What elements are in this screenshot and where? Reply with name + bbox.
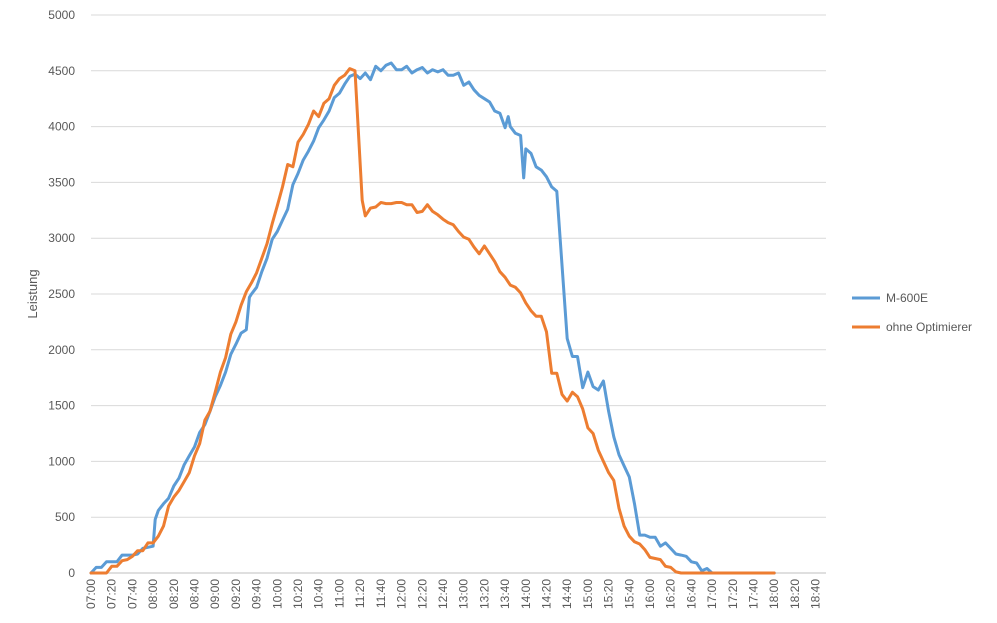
y-tick-label: 3000 — [48, 231, 75, 245]
y-tick-label: 2000 — [48, 343, 75, 357]
x-tick-label: 14:00 — [519, 579, 533, 609]
x-tick-label: 18:40 — [809, 579, 823, 609]
x-tick-label: 09:00 — [208, 579, 222, 609]
y-axis-tick-labels: 0 500 1000 1500 2000 2500 3000 3500 4000 4500 5000 — [48, 8, 75, 580]
x-tick-label: 13:40 — [498, 579, 512, 609]
y-tick-label: 500 — [55, 510, 75, 524]
legend-label: ohne Optimierer — [886, 320, 972, 334]
legend-label: M-600E — [886, 291, 928, 305]
x-tick-label: 07:40 — [125, 579, 139, 609]
x-tick-label: 07:00 — [84, 579, 98, 609]
y-tick-label: 4500 — [48, 64, 75, 78]
x-tick-label: 12:40 — [436, 579, 450, 609]
x-tick-label: 15:00 — [581, 579, 595, 609]
x-tick-label: 11:00 — [332, 579, 346, 608]
y-axis-title: Leistung — [25, 269, 40, 318]
y-tick-label: 1000 — [48, 454, 75, 468]
x-tick-label: 16:00 — [643, 579, 657, 609]
x-tick-label: 10:00 — [270, 579, 284, 609]
x-tick-label: 13:20 — [477, 579, 491, 609]
x-tick-label: 08:40 — [188, 579, 202, 609]
x-tick-label: 17:00 — [705, 579, 719, 609]
series-line-0 — [89, 61, 776, 575]
x-tick-label: 08:20 — [167, 579, 181, 609]
legend: M-600E ohne Optimierer — [852, 291, 972, 334]
x-tick-label: 16:40 — [684, 579, 698, 609]
x-tick-label: 14:20 — [539, 579, 553, 609]
x-tick-label: 11:40 — [374, 579, 388, 608]
x-tick-label: 18:00 — [767, 579, 781, 609]
x-tick-label: 13:00 — [457, 579, 471, 609]
y-tick-label: 4000 — [48, 120, 75, 134]
x-tick-label: 12:00 — [395, 579, 409, 609]
x-tick-label: 08:00 — [146, 579, 160, 609]
series-line-1 — [89, 67, 776, 575]
x-tick-label: 11:20 — [353, 579, 367, 608]
y-tick-label: 0 — [68, 566, 75, 580]
x-tick-label: 17:20 — [726, 579, 740, 609]
series-lines — [89, 61, 776, 575]
y-tick-label: 2500 — [48, 287, 75, 301]
x-tick-label: 15:40 — [622, 579, 636, 609]
y-tick-label: 5000 — [48, 8, 75, 22]
y-tick-label: 1500 — [48, 399, 75, 413]
x-tick-label: 09:20 — [229, 579, 243, 609]
x-axis-tick-labels: 07:00 07:20 07:40 08:00 08:20 08:40 09:00 09:20… — [84, 579, 823, 609]
gridlines — [91, 14, 826, 574]
x-tick-label: 10:40 — [312, 579, 326, 609]
y-tick-label: 3500 — [48, 175, 75, 189]
x-tick-label: 09:40 — [250, 579, 264, 609]
x-tick-label: 12:20 — [415, 579, 429, 609]
x-tick-label: 14:40 — [560, 579, 574, 609]
x-tick-label: 17:40 — [747, 579, 761, 609]
x-tick-label: 15:20 — [602, 579, 616, 609]
x-tick-label: 18:20 — [788, 579, 802, 609]
x-tick-label: 07:20 — [105, 579, 119, 609]
x-tick-label: 10:20 — [291, 579, 305, 609]
x-tick-label: 16:20 — [664, 579, 678, 609]
